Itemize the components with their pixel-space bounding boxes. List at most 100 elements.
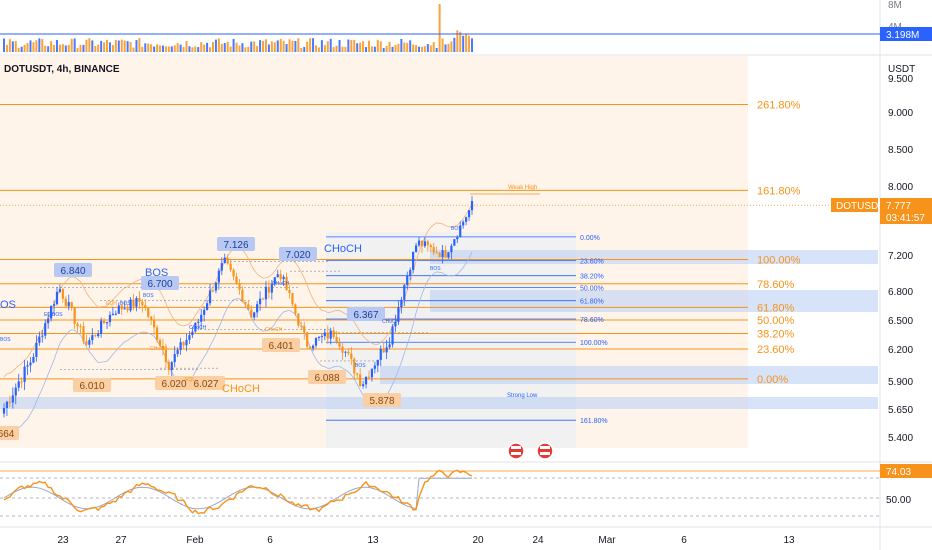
candle-body-154: [456, 236, 459, 240]
volume-bar-111: [329, 38, 332, 52]
price-label-bg-5: [262, 338, 300, 352]
eqh-label-2: EQH: [44, 312, 55, 318]
candle-body-42: [126, 308, 129, 311]
volume-bar-68: [203, 44, 206, 52]
volume-bar-88: [262, 40, 265, 52]
small-choch-label-1: CHoCH: [272, 281, 290, 287]
volume-bar-138: [409, 40, 412, 52]
choch-annotation-top: CHoCH: [324, 243, 362, 255]
candle-body-38: [114, 313, 117, 315]
small-bos-label-6: BOS: [143, 293, 154, 299]
candle-body-17: [52, 304, 56, 306]
price-label-bg-2: [217, 237, 255, 251]
price-tick-6: 6.500: [888, 316, 913, 327]
candle-body-106: [314, 337, 318, 346]
fib-right-label-5: 50.00%: [757, 315, 795, 327]
date-tick-3: 6: [267, 535, 273, 546]
volume-bar-56: [167, 46, 170, 52]
volume-bar-0: [3, 38, 5, 52]
small-bos-label-1: BOS: [451, 226, 462, 232]
volume-bar-28: [85, 39, 88, 52]
price-badge-countdown: 03:41:57: [886, 213, 925, 224]
volume-bar-14: [44, 45, 47, 52]
candle-body-126: [373, 365, 376, 369]
volume-bar-134: [397, 43, 400, 52]
candle-body-8: [26, 365, 29, 367]
volume-bar-127: [376, 39, 379, 52]
volume-bar-29: [88, 38, 91, 52]
price-labels: 6.840 6.700 7.126 7.020 6.367 6.401 6.010 6.020…: [0, 237, 401, 440]
candle-body-43: [129, 299, 132, 311]
volume-bar-155: [459, 31, 462, 52]
us-flag-icon-2[interactable]: [536, 442, 554, 460]
strong-low-label: Strong Low: [507, 393, 538, 399]
candle-body-67: [200, 314, 203, 322]
volume-bar-89: [264, 39, 267, 52]
candle-body-28: [85, 341, 88, 345]
candle-body-122: [361, 384, 365, 387]
fib-right-label-7: 23.60%: [757, 344, 795, 356]
price-tick-3: 8.000: [888, 182, 913, 193]
small-choch-label-2: CHoCH: [189, 325, 207, 331]
volume-bar-62: [185, 41, 188, 52]
fib-small-label-3: 50.00%: [580, 285, 604, 292]
volume-bar-45: [135, 40, 138, 52]
volume-bar-7: [23, 44, 26, 52]
candle-body-108: [320, 336, 323, 338]
volume-bar-92: [273, 42, 276, 52]
volume-bar-149: [441, 38, 444, 52]
volume-bar-103: [306, 41, 309, 52]
price-tick-5: 6.800: [888, 287, 913, 298]
candle-body-138: [409, 269, 412, 276]
candle-body-27: [82, 326, 85, 342]
candle-body-103: [306, 332, 309, 347]
price-tick-10: 5.400: [888, 433, 913, 444]
volume-bar-107: [317, 47, 320, 52]
price-label-8: 6.027: [193, 379, 218, 390]
price-label-2: 7.126: [223, 240, 248, 251]
candle-body-46: [138, 298, 141, 302]
candle-body-153: [453, 239, 456, 246]
symbol-title: DOTUSDT, 4h, BINANCE: [4, 64, 120, 75]
candle-body-53: [158, 340, 162, 346]
volume-bar-124: [367, 40, 370, 52]
fib-right-labels: 261.80% 161.80% 100.00% 78.60% 61.80%50.00% 3…: [757, 100, 801, 386]
volume-tick-8m: 8M: [888, 0, 902, 11]
volume-bar-94: [279, 38, 282, 52]
candle-body-93: [276, 274, 279, 278]
volume-bar-31: [94, 45, 97, 52]
volume-bar-36: [108, 42, 111, 52]
us-flag-icon[interactable]: [507, 442, 525, 460]
candle-body-107: [317, 336, 321, 338]
volume-bar-108: [320, 40, 323, 52]
fib-small-label-6: 100.00%: [580, 340, 608, 347]
candle-body-141: [417, 240, 421, 246]
small-choch-label-3: CHoCH: [150, 346, 168, 352]
candle-body-66: [197, 321, 200, 323]
volume-bar-50: [150, 44, 153, 52]
rsi-ma-line: [3, 477, 472, 510]
candle-body-88: [261, 298, 265, 300]
candle-body-124: [367, 376, 371, 378]
volume-bar-66: [197, 47, 200, 52]
candle-body-120: [356, 373, 359, 375]
volume-bar-123: [365, 47, 368, 52]
volume-badge-text: 3.198M: [886, 30, 919, 41]
fib-small-label-7: 161.80%: [580, 418, 608, 425]
volume-badge: [880, 27, 932, 41]
volume-bar-102: [303, 47, 306, 52]
volume-bar-79: [235, 42, 238, 52]
rsi-badge-text: 74.03: [886, 467, 911, 478]
candle-body-55: [164, 349, 167, 362]
volume-bar-2: [8, 39, 11, 52]
rsi-tick-50: 50.00: [886, 495, 911, 506]
candle-body-54: [161, 345, 165, 350]
fib-right-label-3: 78.60%: [757, 279, 795, 291]
price-label-bg-0: [54, 263, 92, 277]
volume-bar-17: [53, 45, 56, 52]
candle-body-121: [359, 374, 362, 387]
volume-bar-47: [141, 46, 144, 52]
volume-bar-51: [153, 46, 156, 52]
candle-body-130: [385, 347, 388, 353]
